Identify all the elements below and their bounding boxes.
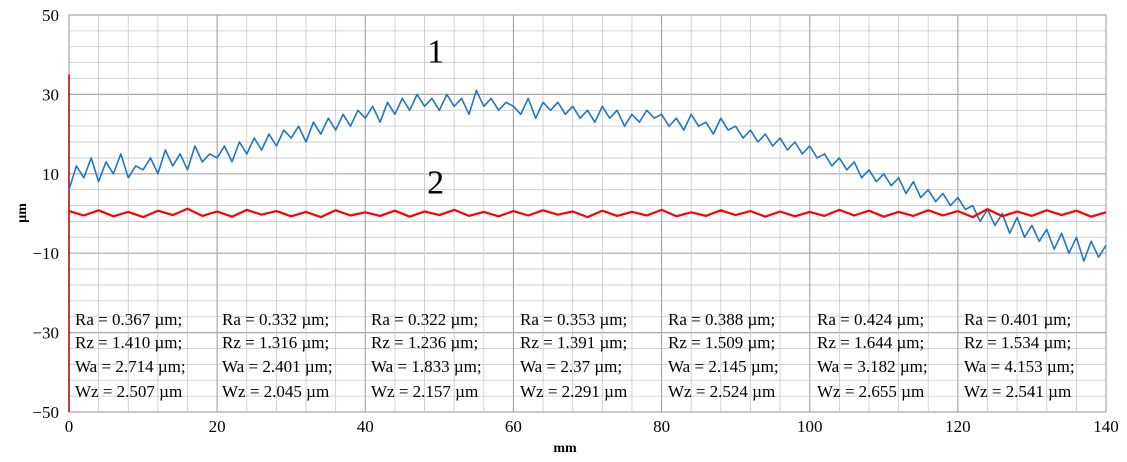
parameter-value: Wa = 2.145 µm; <box>668 357 779 376</box>
parameter-value: Rz = 1.534 µm; <box>964 333 1072 352</box>
x-tick-label: 20 <box>209 417 226 436</box>
parameter-value: Wa = 2.714 µm; <box>75 357 186 376</box>
parameter-value: Ra = 0.332 µm; <box>222 310 330 329</box>
parameter-value: Ra = 0.388 µm; <box>668 310 776 329</box>
x-tick-label: 140 <box>1093 417 1119 436</box>
x-tick-label: 60 <box>505 417 522 436</box>
parameter-value: Ra = 0.322 µm; <box>371 310 479 329</box>
annotations: 12 <box>427 34 444 202</box>
parameter-value: Ra = 0.401 µm; <box>964 310 1072 329</box>
parameter-value: Wz = 2.524 µm <box>668 382 776 401</box>
y-tick-label: 50 <box>42 6 59 25</box>
parameter-value: Wa = 3.182 µm; <box>817 357 928 376</box>
parameter-value: Wa = 2.37 µm; <box>520 357 623 376</box>
curve-label-1: 1 <box>427 34 444 71</box>
curve-label-2: 2 <box>427 165 444 202</box>
parameter-value: Rz = 1.236 µm; <box>371 333 479 352</box>
y-tick-label: 30 <box>42 85 59 104</box>
parameter-value: Wz = 2.541 µm <box>964 382 1072 401</box>
y-tick-label: −50 <box>32 403 59 422</box>
parameter-value: Rz = 1.316 µm; <box>222 333 330 352</box>
x-axis-label: mm <box>553 441 577 456</box>
series-group <box>68 89 1107 262</box>
parameter-value: Wz = 2.291 µm <box>520 382 628 401</box>
parameter-value: Ra = 0.367 µm; <box>75 310 183 329</box>
tick-labels: 0 20 40 60 80 100 120 140 50 30 10 −10 −30 −50 <box>32 6 1118 436</box>
parameter-value: Wz = 2.045 µm <box>222 382 330 401</box>
parameter-value: Ra = 0.424 µm; <box>817 310 925 329</box>
parameter-value: Wz = 2.157 µm <box>371 382 479 401</box>
grid <box>68 14 1107 413</box>
parameter-value: Rz = 1.509 µm; <box>668 333 776 352</box>
y-tick-label: 10 <box>42 165 59 184</box>
y-axis-label: µm <box>15 203 30 223</box>
parameter-value: Rz = 1.644 µm; <box>817 333 925 352</box>
series-2-line <box>68 207 1107 219</box>
y-tick-label: −10 <box>32 244 59 263</box>
x-tick-label: 100 <box>797 417 823 436</box>
parameter-value: Wz = 2.507 µm <box>75 382 183 401</box>
x-tick-label: 80 <box>653 417 670 436</box>
y-tick-label: −30 <box>32 324 59 343</box>
parameter-value: Wz = 2.655 µm <box>817 382 925 401</box>
parameter-value: Rz = 1.391 µm; <box>520 333 628 352</box>
x-tick-label: 0 <box>65 417 74 436</box>
plot-area <box>68 14 1107 413</box>
x-tick-label: 40 <box>357 417 374 436</box>
series-1-line <box>68 89 1107 262</box>
x-tick-label: 120 <box>945 417 971 436</box>
parameter-value: Rz = 1.410 µm; <box>75 333 183 352</box>
parameter-value: Ra = 0.353 µm; <box>520 310 628 329</box>
parameter-value: Wa = 4.153 µm; <box>964 357 1075 376</box>
parameter-value: Wa = 1.833 µm; <box>371 357 482 376</box>
parameter-value: Wa = 2.401 µm; <box>222 357 333 376</box>
